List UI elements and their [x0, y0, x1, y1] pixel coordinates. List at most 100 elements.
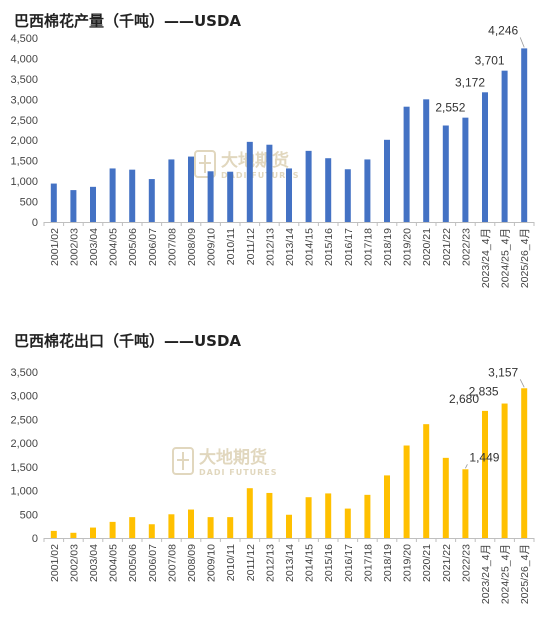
export-bar	[482, 410, 488, 538]
export-data-label: 1,449	[469, 450, 499, 464]
production-bar	[501, 70, 508, 222]
export-x-tick-label: 2003/04	[88, 544, 100, 582]
export-bar	[70, 532, 77, 538]
export-bar	[129, 517, 136, 538]
export-y-tick-label: 500	[20, 509, 38, 521]
export-x-tick-label: 2023/24_4月	[480, 544, 492, 604]
production-x-tick-label: 2011/12	[245, 228, 257, 265]
production-x-tick-label: 2002/03	[68, 228, 80, 266]
export-bar	[423, 424, 430, 538]
export-bar	[462, 469, 469, 538]
export-x-tick-label: 2009/10	[206, 544, 218, 582]
production-chart: 0 500 1,000 1,500 2,000 2,500 3,000 3,500 4,000 4…	[10, 23, 535, 288]
export-watermark-en: DADI FUTURES	[199, 468, 278, 477]
export-bar	[521, 388, 528, 538]
production-bar	[246, 141, 253, 222]
export-x-tick-label: 2001/02	[49, 544, 61, 582]
production-x-tick-label: 2003/04	[88, 228, 100, 266]
production-x-tick-label: 2007/08	[166, 228, 178, 266]
export-x-tick-label: 2019/20	[402, 544, 414, 582]
export-bar	[501, 403, 508, 538]
production-y-tick-label: 1,000	[10, 176, 38, 188]
export-bar	[207, 517, 214, 538]
production-x-tick-label: 2020/21	[421, 228, 433, 266]
production-bar	[129, 169, 136, 222]
production-bar	[442, 125, 449, 222]
export-bar	[403, 445, 410, 538]
production-y-tick-label: 0	[32, 217, 38, 229]
export-bar	[50, 530, 57, 538]
export-bar	[286, 514, 292, 538]
export-x-tick-label: 2025/26_4月	[519, 544, 531, 604]
production-x-tick-label: 2025/26_4月	[519, 228, 531, 288]
production-x-tick-label: 2010/11	[225, 228, 237, 265]
production-bar	[344, 169, 351, 222]
production-y-tick-label: 500	[20, 197, 38, 209]
export-chart: 0 500 1,000 1,500 2,000 2,500 3,000 3,500 大地期货DA…	[10, 365, 535, 604]
production-data-label: 3,172	[455, 75, 485, 89]
export-bar	[325, 493, 332, 538]
production-x-tick-label: 2019/20	[402, 228, 414, 266]
production-x-tick-label: 2022/23	[460, 228, 472, 266]
production-data-label: 2,552	[435, 101, 465, 115]
export-data-label: 2,680	[449, 392, 479, 406]
export-y-tick-label: 3,000	[10, 391, 38, 403]
export-y-tick-label: 3,500	[10, 367, 38, 379]
production-y-tick-label: 2,500	[10, 115, 38, 127]
export-x-tick-label: 2008/09	[186, 544, 198, 582]
export-bar	[109, 521, 116, 538]
production-chart-title: 巴西棉花产量（千吨）——USDA	[14, 12, 242, 30]
export-bar	[188, 509, 194, 538]
production-x-tick-label: 2004/05	[108, 228, 120, 266]
production-x-tick-label: 2016/17	[343, 228, 355, 266]
export-y-tick-label: 1,000	[10, 486, 38, 498]
export-data-label: 3,157	[488, 365, 518, 379]
production-bar	[50, 183, 57, 222]
export-x-tick-label: 2021/22	[441, 544, 453, 582]
export-x-tick-label: 2006/07	[147, 544, 159, 582]
production-x-tick-label: 2013/14	[284, 228, 296, 266]
export-bar	[246, 488, 253, 538]
production-x-tick-label: 2008/09	[186, 228, 198, 266]
export-y-tick-label: 1,500	[10, 462, 38, 474]
production-bar	[266, 144, 273, 222]
production-y-tick-label: 1,500	[10, 156, 38, 168]
export-bar	[442, 457, 449, 538]
production-bar	[423, 99, 430, 222]
export-x-tick-label: 2020/21	[421, 544, 433, 582]
production-bar	[286, 168, 292, 222]
production-x-tick-label: 2006/07	[147, 228, 159, 266]
production-x-tick-label: 2023/24_4月	[480, 228, 492, 288]
export-x-tick-label: 2016/17	[343, 544, 355, 582]
production-bar	[364, 159, 371, 222]
production-bar	[521, 48, 528, 223]
production-data-label: 3,701	[475, 54, 505, 68]
production-data-label: 4,246	[488, 23, 518, 37]
production-bar	[70, 190, 77, 222]
export-bar	[364, 494, 371, 538]
production-x-tick-label: 2024/25_4月	[500, 228, 512, 288]
production-watermark-en: DADI FUTURES	[221, 171, 300, 180]
production-bar	[188, 156, 194, 222]
production-y-tick-label: 4,500	[10, 33, 38, 45]
production-x-tick-label: 2017/18	[362, 228, 374, 266]
export-y-tick-label: 2,000	[10, 438, 38, 450]
export-data-label: 2,835	[469, 385, 499, 399]
production-bar	[207, 171, 214, 222]
production-watermark-cn: 大地期货	[221, 150, 289, 171]
production-bar	[403, 106, 410, 222]
export-x-tick-label: 2005/06	[127, 544, 139, 582]
export-x-tick-label: 2024/25_4月	[500, 544, 512, 604]
production-y-tick-label: 3,000	[10, 94, 38, 106]
export-x-tick-label: 2013/14	[284, 544, 296, 582]
production-bar	[325, 158, 332, 222]
export-x-tick-label: 2014/15	[304, 544, 316, 582]
export-x-tick-label: 2007/08	[166, 544, 178, 582]
export-x-tick-label: 2011/12	[245, 544, 257, 581]
production-y-tick-label: 3,500	[10, 74, 38, 86]
production-bar	[462, 117, 469, 222]
export-y-tick-label: 2,500	[10, 414, 38, 426]
